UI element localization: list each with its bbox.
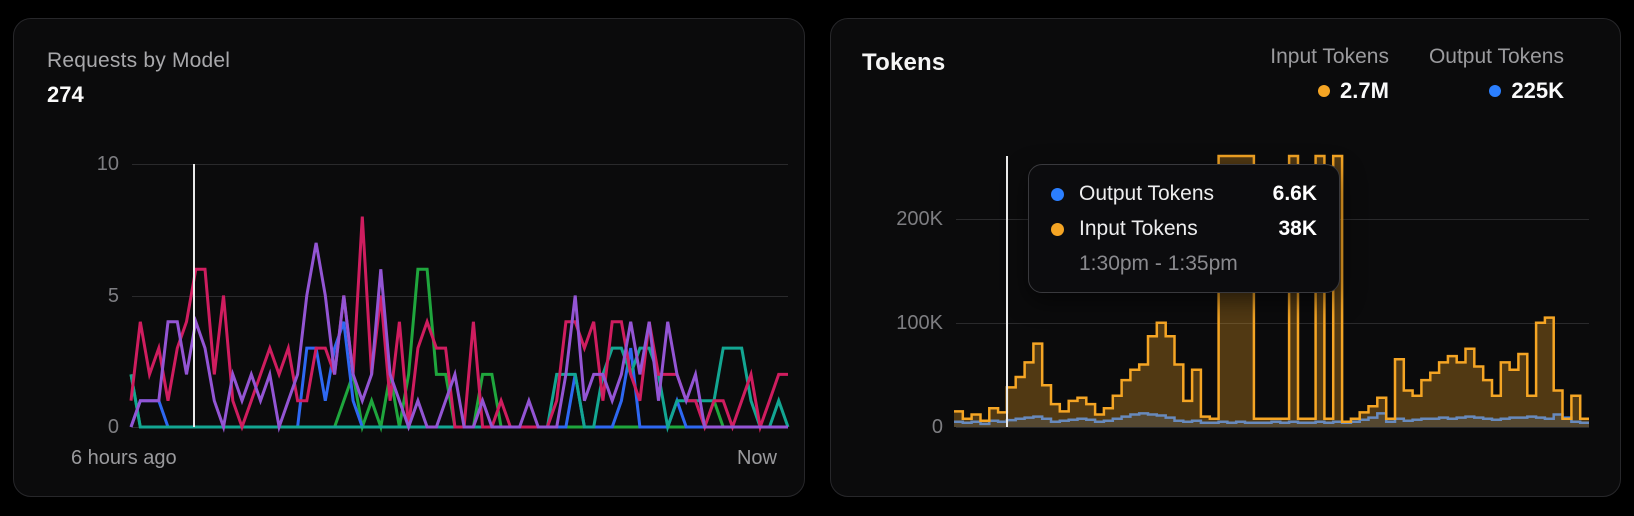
gridline	[956, 322, 1589, 324]
legend-input-tokens[interactable]: Input Tokens 2.7M	[1270, 45, 1389, 104]
gridline	[132, 164, 788, 165]
chart-tooltip: Output Tokens 6.6K Input Tokens 38K 1:30…	[1028, 164, 1340, 293]
y-axis-tick-label: 0	[931, 416, 943, 438]
tooltip-time-range: 1:30pm - 1:35pm	[1079, 252, 1238, 275]
tooltip-row-input: Input Tokens 38K	[1051, 217, 1317, 241]
series-line-Output Tokens	[954, 412, 1589, 426]
hover-cursor-line	[193, 164, 196, 427]
y-axis-tick-label: 0	[107, 416, 119, 438]
requests-total-value: 274	[47, 82, 84, 107]
chart-legend: Input Tokens 2.7M Output Tokens 225K	[1270, 45, 1564, 104]
x-axis-labels: 6 hours ago Now	[71, 447, 777, 470]
output-tokens-dot-icon	[1051, 187, 1064, 201]
tooltip-label: Output Tokens	[1079, 182, 1215, 205]
chart-canvas	[129, 216, 790, 433]
tooltip-row-output: Output Tokens 6.6K	[1051, 182, 1317, 206]
y-axis-tick-label: 10	[96, 153, 119, 175]
tooltip-value: 38K	[1278, 217, 1317, 240]
input-tokens-dot-icon	[1318, 85, 1331, 97]
requests-line-chart[interactable]: 10 5 0	[14, 153, 790, 438]
series-line-Input Tokens	[954, 154, 1589, 424]
card-title: Tokens	[862, 49, 946, 76]
y-axis-tick-label: 5	[107, 284, 119, 307]
gridline	[956, 427, 1589, 428]
card-title: Requests by Model	[47, 49, 231, 72]
input-tokens-dot-icon	[1051, 222, 1064, 236]
tooltip-label: Input Tokens	[1079, 217, 1198, 240]
tokens-header: Tokens Input Tokens 2.7M Output Tokens 2…	[862, 45, 1564, 104]
legend-label: Input Tokens	[1270, 45, 1389, 68]
gridline	[132, 295, 788, 297]
legend-label: Output Tokens	[1428, 45, 1564, 68]
legend-value-row: 2.7M	[1318, 78, 1389, 104]
y-axis-tick-label: 200K	[896, 207, 943, 230]
requests-by-model-card: Requests by Model 274 10 5 0 6 hours ago N…	[13, 18, 805, 497]
y-axis-tick-label: 100K	[896, 311, 943, 334]
hover-cursor-line	[1006, 156, 1009, 427]
output-tokens-dot-icon	[1489, 85, 1502, 97]
tooltip-value: 6.6K	[1272, 182, 1317, 205]
legend-output-tokens[interactable]: Output Tokens 225K	[1429, 45, 1564, 104]
x-axis-label-start: 6 hours ago	[71, 447, 177, 469]
tokens-card: Tokens Input Tokens 2.7M Output Tokens 2…	[830, 18, 1621, 497]
series-fill-Output Tokens	[954, 413, 1589, 427]
input-tokens-total: 2.7M	[1340, 78, 1389, 103]
chart-canvas	[954, 154, 1589, 427]
series-model-purple	[129, 242, 788, 433]
legend-value-row: 225K	[1489, 78, 1564, 104]
x-axis-label-end: Now	[736, 447, 777, 469]
series-fill-Input Tokens	[954, 156, 1589, 427]
output-tokens-total: 225K	[1511, 78, 1564, 103]
